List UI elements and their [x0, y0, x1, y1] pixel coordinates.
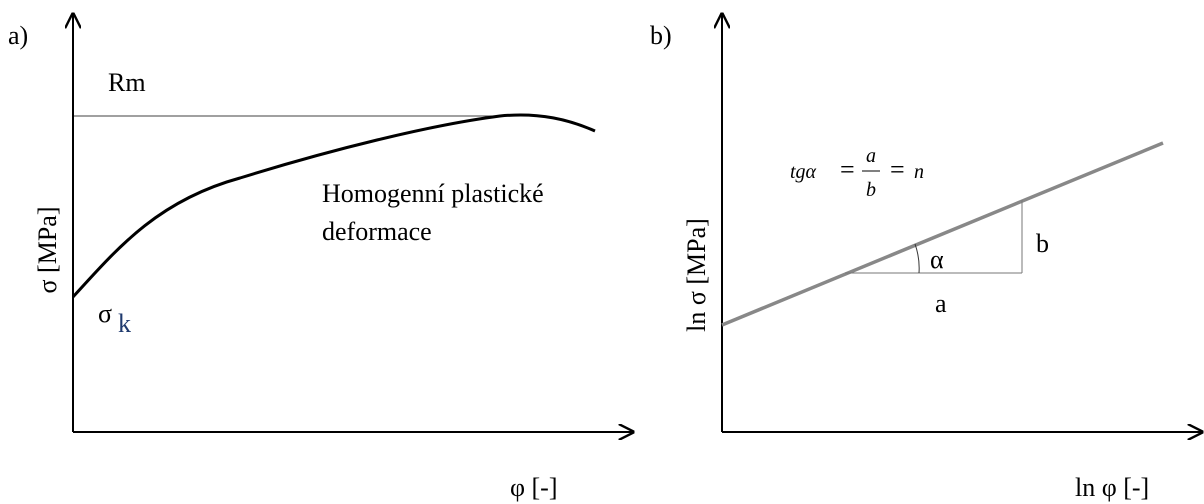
panel-label: a) [8, 21, 28, 50]
x-axis-label: φ [-] [510, 473, 557, 502]
sigma-k: σ [98, 299, 112, 328]
rise-label: b [1036, 229, 1049, 258]
formula-equals: = [840, 155, 855, 184]
rm-label: Rm [108, 68, 146, 97]
x-axis-label: ln φ [-] [1075, 473, 1149, 502]
y-axis-label: σ [MPa] [33, 207, 62, 294]
formula-rhs: n [914, 161, 924, 183]
region-label: deformace [322, 217, 432, 246]
angle-arc [914, 243, 920, 274]
formula-numerator: a [866, 145, 876, 167]
stress-strain-curve [71, 113, 596, 299]
run-label: a [935, 289, 947, 318]
region-label: Homogenní plastické [322, 179, 544, 208]
panel-label: b) [650, 21, 672, 50]
formula-denominator: b [866, 179, 876, 201]
y-axis-label: ln σ [MPa] [682, 218, 711, 332]
log-line [721, 141, 1164, 327]
formula-lhs: tgα [790, 161, 817, 183]
angle-label: α [930, 245, 944, 274]
sigma-k-subscript: k [118, 309, 131, 338]
formula-equals: = [890, 155, 905, 184]
